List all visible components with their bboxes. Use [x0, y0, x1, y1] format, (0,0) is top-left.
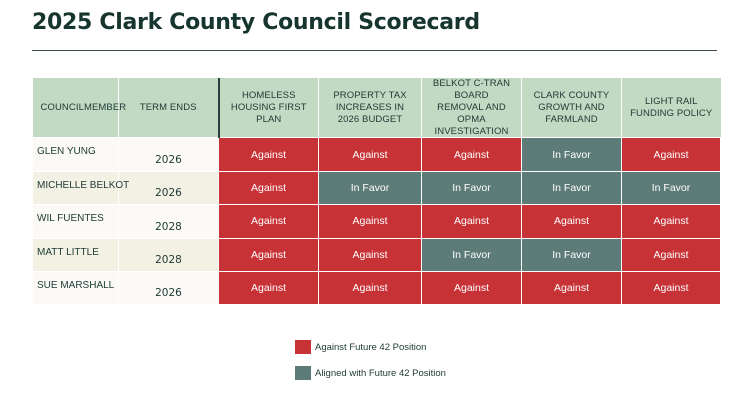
column-header-property-tax: Property Tax Increases in 2026 Budget [318, 78, 422, 138]
vote-cell: In Favor [621, 170, 721, 206]
vote-cell: Against [318, 270, 422, 306]
vote-cell: Against [621, 237, 721, 272]
term-end-year: 2026 [118, 137, 219, 172]
vote-cell: Against [521, 270, 622, 306]
legend-swatch-aligned [295, 366, 311, 380]
vote-cell: Against [421, 137, 522, 172]
term-end-year: 2026 [118, 170, 219, 206]
vote-cell: Against [218, 237, 319, 272]
vote-cell: Against [218, 170, 319, 206]
column-header-term-ends: Term Ends [118, 78, 220, 138]
vote-cell: In Favor [521, 137, 622, 172]
vote-cell: Against [218, 204, 319, 239]
vote-cell: Against [218, 270, 319, 306]
vote-cell: Against [621, 137, 721, 172]
councilmember-name: Glen Yung [32, 137, 119, 172]
vote-cell: Against [421, 204, 522, 239]
vote-cell: Against [318, 137, 422, 172]
vote-cell: In Favor [318, 170, 422, 206]
table-row: Matt Little 2028 Against Against In Favo… [32, 237, 721, 272]
legend-swatch-against [295, 340, 311, 354]
vote-cell: Against [318, 237, 422, 272]
vote-cell: Against [421, 270, 522, 306]
councilmember-name: Sue Marshall [32, 270, 119, 306]
table-row: Glen Yung 2026 Against Against Against I… [32, 137, 721, 172]
column-header-light-rail: Light Rail Funding Policy [621, 78, 721, 138]
column-header-belkot-ctran: Belkot C-Tran Board Removal and OPMA Inv… [421, 78, 522, 138]
vote-cell: In Favor [521, 237, 622, 272]
legend-item-aligned: Aligned with Future 42 Position [295, 366, 446, 380]
vote-cell: Against [318, 204, 422, 239]
column-header-growth-farmland: Clark County Growth and Farmland [521, 78, 622, 138]
title-divider [32, 50, 717, 51]
vote-cell: Against [218, 137, 319, 172]
table-row: Wil Fuentes 2028 Against Against Against… [32, 204, 721, 239]
legend-label-aligned: Aligned with Future 42 Position [315, 367, 446, 379]
table-header-row: Councilmember Term Ends Homeless Housing… [32, 78, 721, 138]
vote-cell: In Favor [421, 237, 522, 272]
term-end-year: 2028 [118, 237, 219, 272]
vote-cell: In Favor [521, 170, 622, 206]
term-end-year: 2028 [118, 204, 219, 239]
councilmember-name: Wil Fuentes [32, 204, 119, 239]
councilmember-name: Matt Little [32, 237, 119, 272]
vote-cell: Against [621, 204, 721, 239]
legend: Against Future 42 Position Aligned with … [295, 340, 446, 392]
scorecard-table: Councilmember Term Ends Homeless Housing… [32, 78, 721, 306]
legend-label-against: Against Future 42 Position [315, 341, 427, 353]
vote-cell: Against [621, 270, 721, 306]
councilmember-name: Michelle Belkot [32, 170, 129, 206]
table-row: Michelle Belkot 2026 Against In Favor In… [32, 170, 721, 206]
table-row: Sue Marshall 2026 Against Against Agains… [32, 270, 721, 306]
page-title: 2025 Clark County Council Scorecard [32, 10, 480, 35]
vote-cell: In Favor [421, 170, 522, 206]
column-header-councilmember: Councilmember [32, 78, 126, 138]
legend-item-against: Against Future 42 Position [295, 340, 446, 354]
term-end-year: 2026 [118, 270, 219, 306]
column-header-homeless-housing: Homeless Housing First Plan [218, 78, 319, 138]
vote-cell: Against [521, 204, 622, 239]
